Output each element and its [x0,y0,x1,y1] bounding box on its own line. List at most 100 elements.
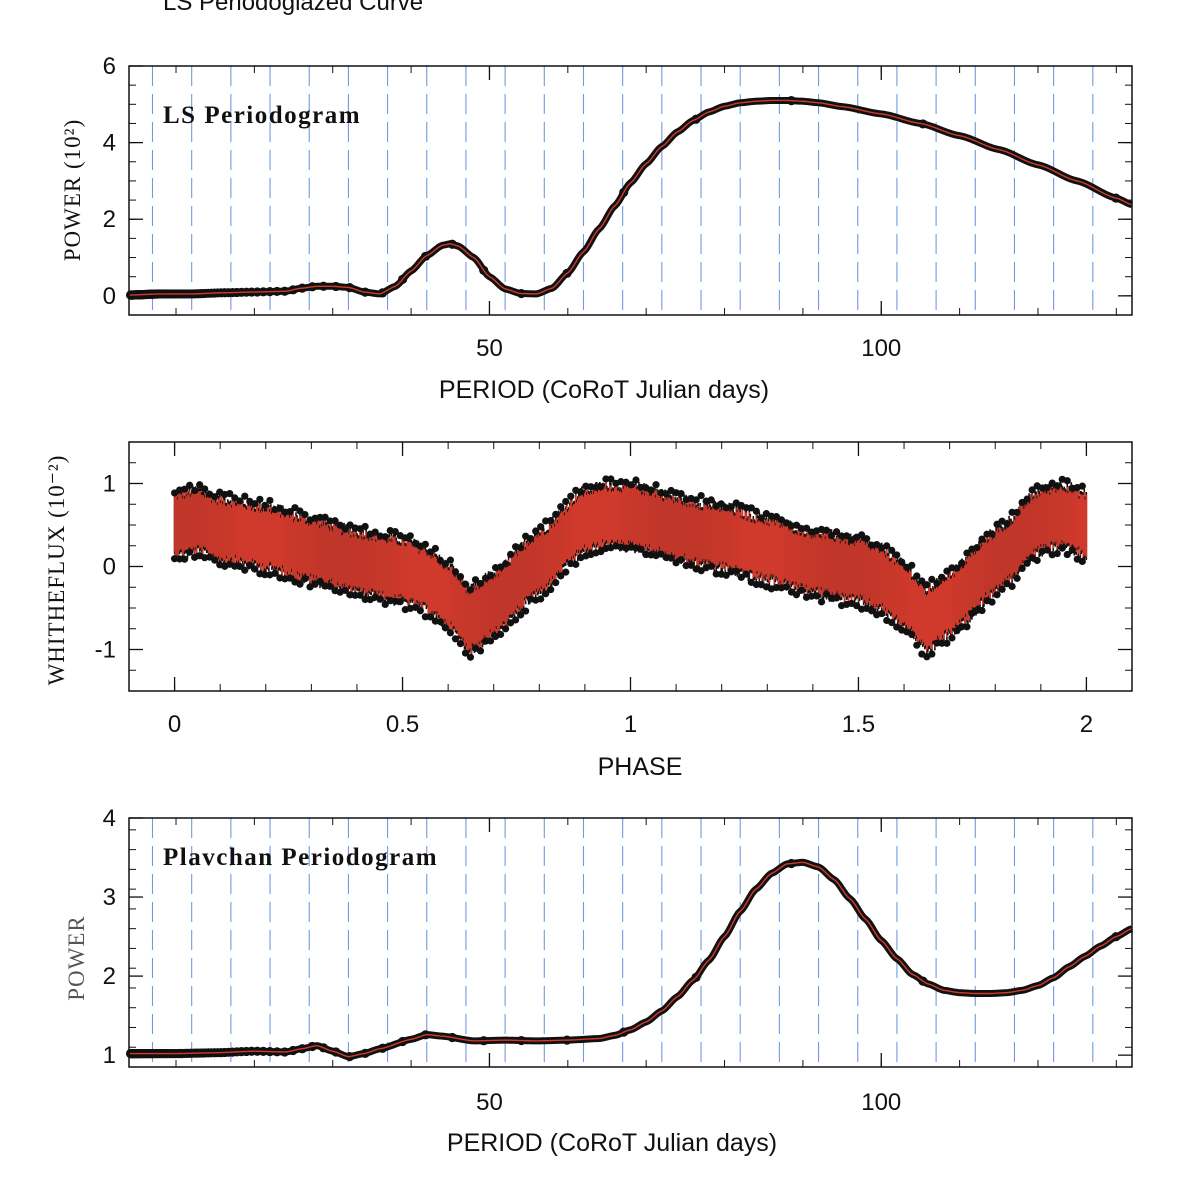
flux-point [993,591,1001,599]
flux-point [858,531,866,539]
flux-point [948,634,956,642]
flux-point [562,497,570,506]
flux-point [321,513,329,521]
flux-point [241,492,249,500]
flux-point [557,503,565,511]
y-tick-label: -1 [95,637,116,664]
flux-point [908,630,916,639]
flux-point [878,609,886,618]
ls-x-tick-labels: 50 100 [476,335,901,362]
flux-point [918,577,926,585]
flux-point [908,561,916,569]
flux-point [677,556,685,564]
flux-point [1053,549,1061,558]
flux-point [381,533,389,541]
flux-point [652,481,660,489]
flux-point [486,571,495,580]
flux-point [446,556,455,564]
flux-point [717,500,725,508]
flux-point [853,602,861,610]
flux-point [466,653,475,661]
flux-point [822,526,831,534]
flux-point [326,582,334,590]
flux-point [396,597,404,606]
flux-point [572,560,580,568]
flux-point [1023,559,1031,567]
flux-point [913,641,921,649]
plavchan-y-tick-labels: 1 2 3 4 [103,805,116,1069]
x-tick-label: 0 [168,711,181,738]
flux-point [607,475,615,483]
x-tick-label: 100 [861,335,901,362]
flux-point [973,544,981,552]
flux-point [271,569,279,577]
flux-point [341,586,349,594]
flux-point [301,575,309,583]
plavchan-grid [151,818,1094,1067]
flux-point [552,579,560,587]
flux-point [517,544,525,552]
flux-point [978,535,986,543]
flux-point [888,619,896,627]
flux-point [898,558,906,566]
flux-point [627,481,635,489]
flux-point [1043,484,1051,492]
flux-point [843,532,851,540]
flux-point [752,580,760,589]
flux-point [1078,482,1086,490]
y-tick-label: 3 [103,884,116,911]
flux-point [732,567,740,575]
flux-point [933,579,941,587]
flux-point [286,574,294,582]
flux-point [246,561,254,569]
flux-point [963,549,971,557]
flux-point [923,581,931,589]
flux-point [792,521,801,529]
flux-point [461,649,470,657]
flux-point [1063,477,1071,485]
flux-point [557,572,565,580]
flux-point [742,570,750,578]
flux-point [782,583,791,591]
flux-point [938,639,946,647]
phase-y-tick-labels: -1 0 1 [95,471,116,664]
flux-point [802,524,811,532]
y-tick-label: 1 [103,1042,116,1069]
flux-point [456,640,465,648]
flux-point [938,573,946,581]
x-tick-label: 1.5 [842,711,875,738]
flux-point [296,580,304,588]
flux-point [441,560,449,568]
flux-point [361,522,369,531]
y-tick-label: 6 [103,53,116,80]
flux-point [371,528,379,536]
flux-point [1008,582,1016,591]
flux-point [451,568,460,576]
flux-point [722,571,730,579]
flux-point [547,517,555,525]
flux-point [817,598,826,606]
flux-point [351,591,359,599]
flux-point [251,500,259,508]
flux-point [1003,520,1011,528]
flux-point [451,635,460,643]
flux-point [933,639,941,647]
flux-point [426,613,434,621]
flux-point [532,527,540,535]
flux-point [1008,508,1016,516]
flux-point [211,556,219,564]
phase-panel: -1 0 1 0 0.5 1 1.5 2 PHASE WHITHEFLUX (10⁻²) [44,441,1133,781]
flux-point [632,476,640,484]
flux-point [316,513,324,521]
flux-point [431,544,439,553]
flux-point [1043,546,1051,554]
flux-point [256,495,264,503]
flux-point [471,576,480,584]
flux-point [1058,544,1066,552]
plavchan-plot-frame [128,817,1133,1068]
y-tick-label: 2 [103,963,116,990]
flux-point [391,527,399,536]
plavchan-y-axis-label: POWER [64,915,89,1001]
flux-point [1078,557,1086,566]
flux-point [697,492,705,500]
